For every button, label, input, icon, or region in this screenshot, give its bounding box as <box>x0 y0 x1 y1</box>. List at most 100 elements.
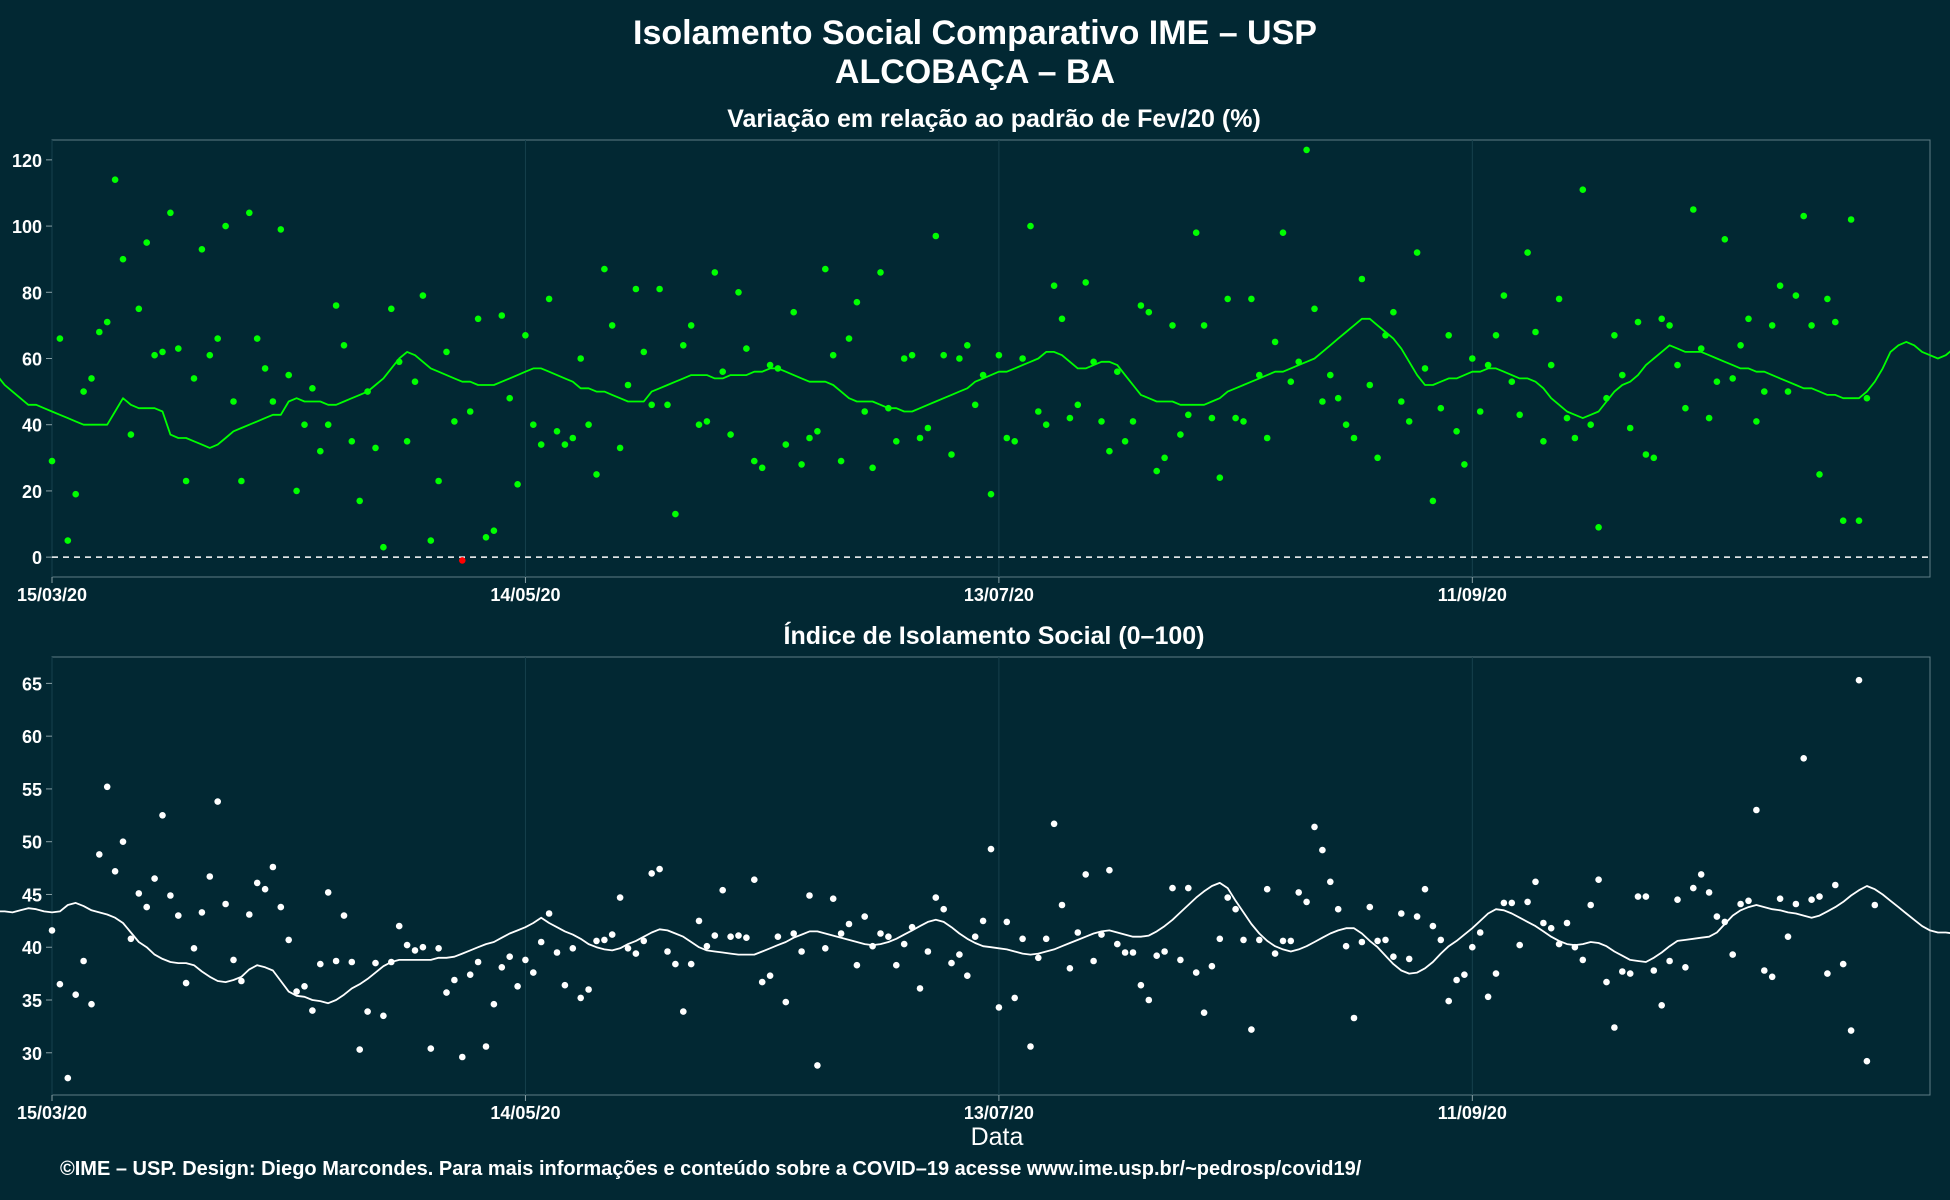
data-point <box>593 471 600 478</box>
data-point <box>1082 279 1089 286</box>
data-point <box>1050 282 1058 290</box>
data-point <box>1579 186 1587 193</box>
data-point <box>1161 454 1168 462</box>
data-point <box>916 434 924 442</box>
data-point <box>758 978 766 986</box>
data-point <box>1216 474 1224 482</box>
data-point <box>1697 871 1705 878</box>
data-point <box>1713 378 1721 386</box>
data-point <box>348 958 356 966</box>
data-point <box>1492 332 1500 339</box>
data-point <box>1058 315 1066 323</box>
data-point <box>680 342 687 349</box>
data-point <box>427 537 435 544</box>
data-point <box>1847 1027 1855 1034</box>
data-point <box>1342 942 1350 950</box>
data-point <box>727 933 734 940</box>
data-point <box>1295 358 1302 366</box>
data-point <box>1216 935 1224 943</box>
x-tick-label: 13/07/20 <box>964 585 1034 605</box>
data-point <box>703 418 711 425</box>
data-point <box>853 298 861 306</box>
data-point <box>167 209 174 217</box>
x-tick-label: 14/05/20 <box>490 585 560 605</box>
data-point <box>490 527 498 534</box>
data-point <box>435 477 442 485</box>
data-point <box>119 838 127 845</box>
data-point <box>1035 954 1042 962</box>
data-point <box>1634 318 1642 326</box>
data-point <box>1674 896 1681 903</box>
x-tick-label: 14/05/20 <box>490 1103 560 1123</box>
data-point <box>1287 937 1295 945</box>
data-point <box>893 961 900 969</box>
data-point <box>1011 994 1018 1002</box>
data-point <box>979 371 987 379</box>
data-point <box>751 876 758 883</box>
data-point <box>490 1000 498 1008</box>
moving-average-line <box>0 317 1950 449</box>
data-point <box>1666 322 1673 329</box>
data-point <box>482 1043 490 1050</box>
data-point <box>766 972 774 979</box>
data-point <box>530 421 537 429</box>
data-point <box>1327 878 1334 886</box>
data-point <box>498 964 506 971</box>
data-point <box>806 892 813 899</box>
data-point <box>908 351 916 359</box>
data-point <box>774 365 782 372</box>
data-point <box>1224 894 1231 901</box>
data-point <box>1319 846 1326 854</box>
data-point <box>372 959 379 967</box>
data-point <box>1271 950 1279 957</box>
data-point <box>1713 913 1721 920</box>
data-point <box>545 910 553 917</box>
data-point <box>743 934 750 941</box>
data-point <box>1011 438 1018 445</box>
data-point <box>680 1008 687 1015</box>
data-point <box>1240 936 1247 944</box>
chart-title-line2: ALCOBAÇA – BA <box>834 53 1116 91</box>
data-point <box>1106 447 1113 455</box>
data-point <box>1145 308 1153 316</box>
data-point <box>885 933 892 940</box>
data-point <box>190 945 198 952</box>
data-point <box>1461 461 1468 468</box>
data-point <box>900 355 908 362</box>
data-point <box>1279 937 1287 945</box>
data-point <box>1185 411 1192 419</box>
data-point <box>1421 885 1429 893</box>
data-point <box>1390 953 1397 960</box>
data-point <box>1121 949 1129 956</box>
data-point <box>159 812 166 819</box>
data-point <box>1263 885 1271 893</box>
data-point <box>995 351 1003 359</box>
y-tick-label: 80 <box>22 283 42 303</box>
data-point <box>1784 933 1792 940</box>
data-point <box>1705 414 1713 422</box>
data-point <box>1050 820 1058 828</box>
data-point <box>1129 949 1137 956</box>
data-point <box>1737 342 1744 349</box>
data-point <box>1256 371 1263 379</box>
data-point <box>553 949 561 956</box>
data-point <box>608 322 616 329</box>
data-point <box>1405 955 1413 963</box>
data-point <box>309 1007 316 1014</box>
data-point <box>1303 146 1310 154</box>
data-point <box>569 434 577 442</box>
data-point <box>1611 1024 1618 1031</box>
data-point <box>1185 884 1192 892</box>
data-point <box>1603 978 1610 986</box>
data-point <box>1453 976 1460 984</box>
data-point <box>1390 308 1397 316</box>
data-point <box>1311 823 1318 831</box>
data-point <box>672 960 679 968</box>
data-point <box>1768 973 1776 981</box>
data-point <box>111 176 119 183</box>
data-point <box>601 936 608 944</box>
data-point <box>1453 428 1460 435</box>
y-tick-label: 35 <box>22 991 42 1011</box>
data-point <box>1832 881 1839 889</box>
data-point <box>1311 305 1318 313</box>
